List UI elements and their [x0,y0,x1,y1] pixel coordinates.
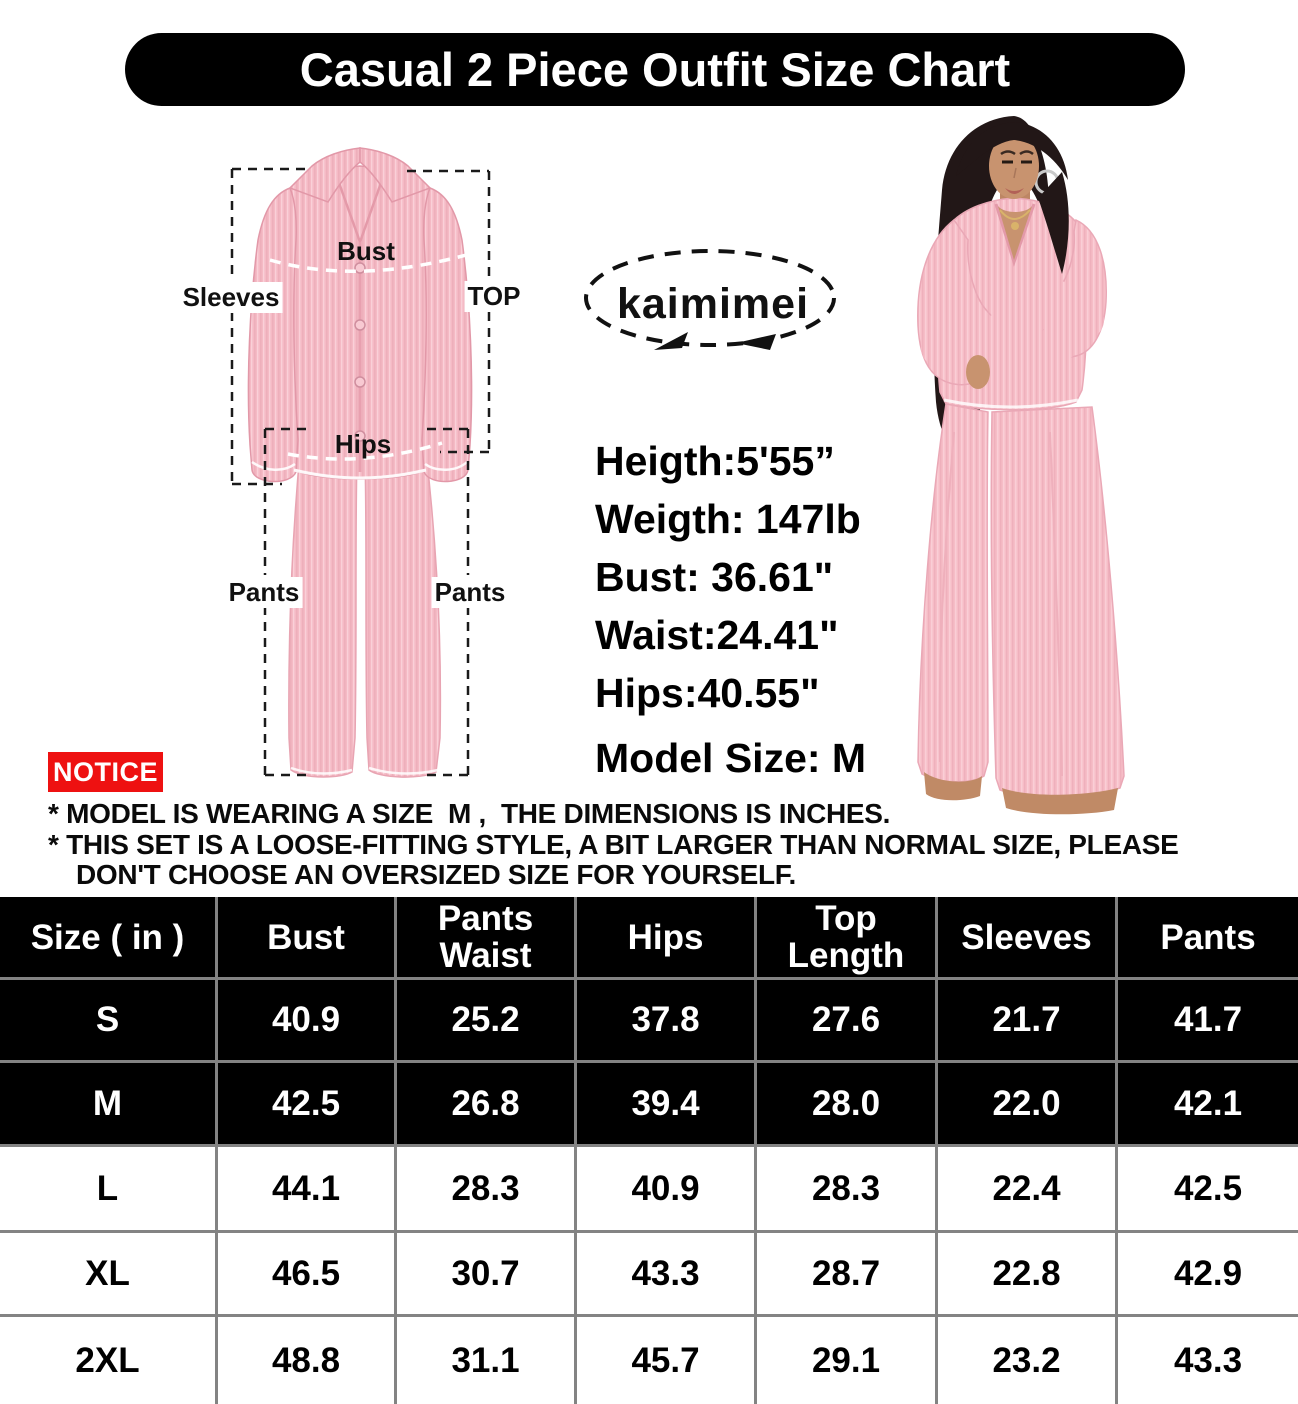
row-xl-pants: 42.9 [1118,1233,1298,1317]
page-title: Casual 2 Piece Outfit Size Chart [299,43,1011,96]
row-s-size: S [0,980,218,1063]
row-s-waist: 25.2 [397,980,577,1063]
model-photo [880,112,1298,818]
stat-hips: Hips:40.55" [595,670,820,716]
col-header-hips: Hips [577,897,757,980]
row-m-hips: 39.4 [577,1063,757,1147]
bust-label: Bust [337,236,395,266]
row-s-bust: 40.9 [218,980,397,1063]
notice-label: NOTICE [52,756,158,787]
row-s-top: 27.6 [757,980,938,1063]
stat-bust: Bust: 36.61" [595,554,834,600]
size-table: Size ( in ) Bust Pants Waist Hips Top Le… [0,897,1298,1404]
row-l-size: L [0,1147,218,1233]
title-banner: Casual 2 Piece Outfit Size Chart [125,33,1185,106]
row-2xl-size: 2XL [0,1317,218,1404]
row-2xl-top: 29.1 [757,1317,938,1404]
row-s-hips: 37.8 [577,980,757,1063]
row-2xl-hips: 45.7 [577,1317,757,1404]
row-l-pants: 42.5 [1118,1147,1298,1233]
row-l-top: 28.3 [757,1147,938,1233]
note-line-1: * MODEL IS WEARING A SIZE M , THE DIMENS… [48,798,891,829]
row-xl-bust: 46.5 [218,1233,397,1317]
row-m-size: M [0,1063,218,1147]
stat-model-size: Model Size: M [595,735,867,781]
row-2xl-bust: 48.8 [218,1317,397,1404]
row-l-waist: 28.3 [397,1147,577,1233]
arrowhead-left-icon [654,332,688,350]
row-m-top: 28.0 [757,1063,938,1147]
col-header-top-length: Top Length [757,897,938,980]
stat-weight: Weigth: 147lb [595,496,861,542]
brand-name: kaimimei [616,280,810,328]
sleeves-label: Sleeves [179,282,283,313]
row-2xl-pants: 43.3 [1118,1317,1298,1404]
row-2xl-sleeve: 23.2 [938,1317,1118,1404]
garment-sketch-svg [230,147,491,778]
pants-right-label: Pants [431,577,509,608]
row-l-sleeve: 22.4 [938,1147,1118,1233]
top-label: TOP [464,281,524,312]
pants-left-label: Pants [225,577,303,608]
row-2xl-waist: 31.1 [397,1317,577,1404]
row-xl-size: XL [0,1233,218,1317]
col-header-bust: Bust [218,897,397,980]
stat-height: Heigth:5'55” [595,438,835,484]
row-xl-waist: 30.7 [397,1233,577,1317]
measure-brackets [230,167,491,777]
arrowhead-right-icon [736,334,776,350]
col-header-pants: Pants [1118,897,1298,980]
hips-measure-line [287,441,443,461]
stat-waist: Waist:24.41" [595,612,839,658]
model-stats: Heigth:5'55” Weigth: 147lb Bust: 36.61" … [595,432,866,787]
hips-label: Hips [334,429,392,459]
col-header-sleeves: Sleeves [938,897,1118,980]
row-xl-top: 28.7 [757,1233,938,1317]
row-xl-sleeve: 22.8 [938,1233,1118,1317]
shirt-sketch [247,147,473,483]
notice-badge: NOTICE [48,752,163,792]
row-s-sleeve: 21.7 [938,980,1118,1063]
pants-sketch [288,451,442,778]
row-xl-hips: 43.3 [577,1233,757,1317]
garment-sketch: Bust Sleeves TOP Hips Pants Pants [170,140,524,795]
row-s-pants: 41.7 [1118,980,1298,1063]
notice-notes: * MODEL IS WEARING A SIZE M , THE DIMENS… [48,798,1263,891]
row-l-bust: 44.1 [218,1147,397,1233]
model-photo-svg [917,116,1125,815]
row-m-pants: 42.1 [1118,1063,1298,1147]
row-m-waist: 26.8 [397,1063,577,1147]
row-l-hips: 40.9 [577,1147,757,1233]
brand-ellipse-icon [584,249,836,350]
row-m-bust: 42.5 [218,1063,397,1147]
brand-logo: kaimimei [570,242,856,360]
col-header-pants-waist: Pants Waist [397,897,577,980]
row-m-sleeve: 22.0 [938,1063,1118,1147]
note-line-2: * THIS SET IS A LOOSE-FITTING STYLE, A B… [48,828,1187,890]
col-header-size: Size ( in ) [0,897,218,980]
bust-measure-line [269,250,478,273]
